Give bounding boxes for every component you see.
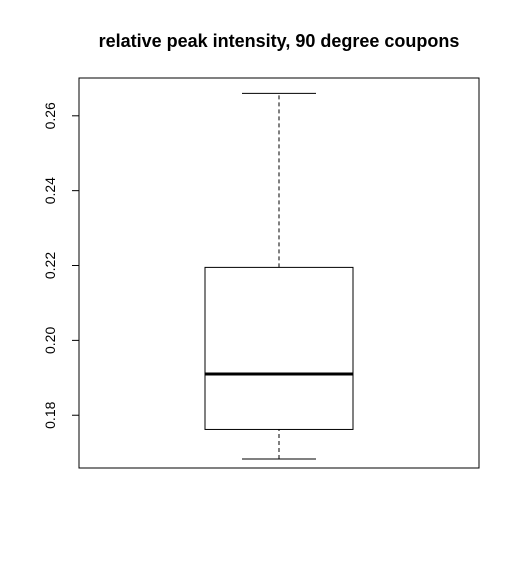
plot-frame: [78, 77, 480, 469]
y-axis: 0.18 0.20 0.22 0.24 0.26: [42, 102, 80, 429]
y-tick-label: 0.18: [42, 401, 58, 428]
y-tick-label: 0.26: [42, 102, 58, 129]
chart-title: relative peak intensity, 90 degree coupo…: [99, 31, 460, 51]
y-tick-label: 0.24: [42, 177, 58, 204]
iqr-box: [204, 266, 354, 430]
y-tick-label: 0.20: [42, 327, 58, 354]
y-tick-label: 0.22: [42, 252, 58, 279]
box-group: [204, 92, 354, 460]
